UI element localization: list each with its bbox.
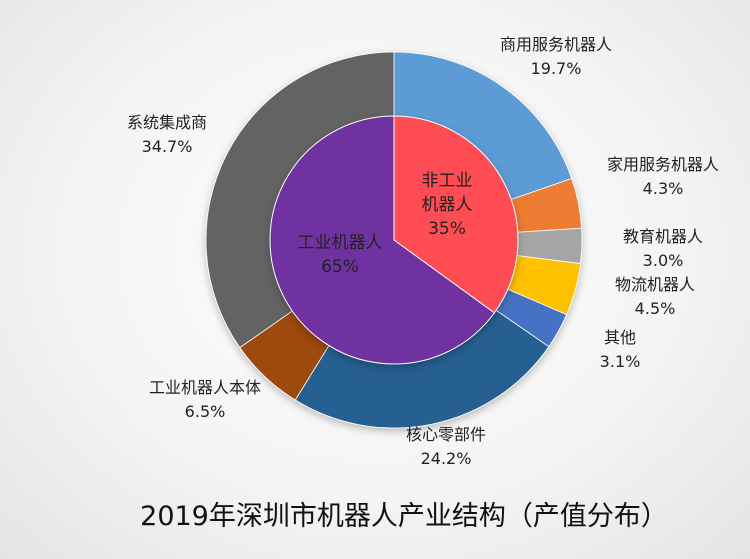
inner-pie xyxy=(269,115,519,365)
outer-label-name-4: 其他 xyxy=(604,328,636,347)
outer-label-value-4: 3.1% xyxy=(600,352,641,371)
outer-label-value-6: 6.5% xyxy=(185,402,226,421)
inner-slice-0 xyxy=(393,115,519,314)
outer-label-name-7: 系统集成商 xyxy=(127,113,207,132)
outer-label-value-3: 4.5% xyxy=(635,299,676,318)
outer-label-value-2: 3.0% xyxy=(643,251,684,270)
outer-label-name-0: 商用服务机器人 xyxy=(500,35,612,54)
inner-label-name-0a: 非工业 xyxy=(422,171,473,191)
outer-label-value-1: 4.3% xyxy=(643,179,684,198)
outer-label-value-7: 34.7% xyxy=(142,137,193,156)
outer-label-name-5: 核心零部件 xyxy=(406,425,486,444)
outer-label-name-2: 教育机器人 xyxy=(623,227,703,246)
inner-label-value-1: 65% xyxy=(321,257,359,277)
outer-label-name-3: 物流机器人 xyxy=(615,275,695,294)
outer-labels: 商用服务机器人 19.7% 家用服务机器人 4.3% 教育机器人 3.0% 物流机器人 4.5… xyxy=(127,35,719,468)
inner-slice-1 xyxy=(269,115,496,365)
chart-title: 2019年深圳市机器人产业结构（产值分布） xyxy=(140,501,668,532)
outer-label-name-1: 家用服务机器人 xyxy=(607,155,719,174)
outer-label-value-5: 24.2% xyxy=(421,449,472,468)
inner-label-name-1: 工业机器人 xyxy=(298,233,383,253)
inner-label-value-0: 35% xyxy=(428,219,466,239)
outer-label-value-0: 19.7% xyxy=(531,59,582,78)
outer-label-name-6: 工业机器人本体 xyxy=(149,378,261,397)
inner-label-name-0b: 机器人 xyxy=(422,195,473,215)
